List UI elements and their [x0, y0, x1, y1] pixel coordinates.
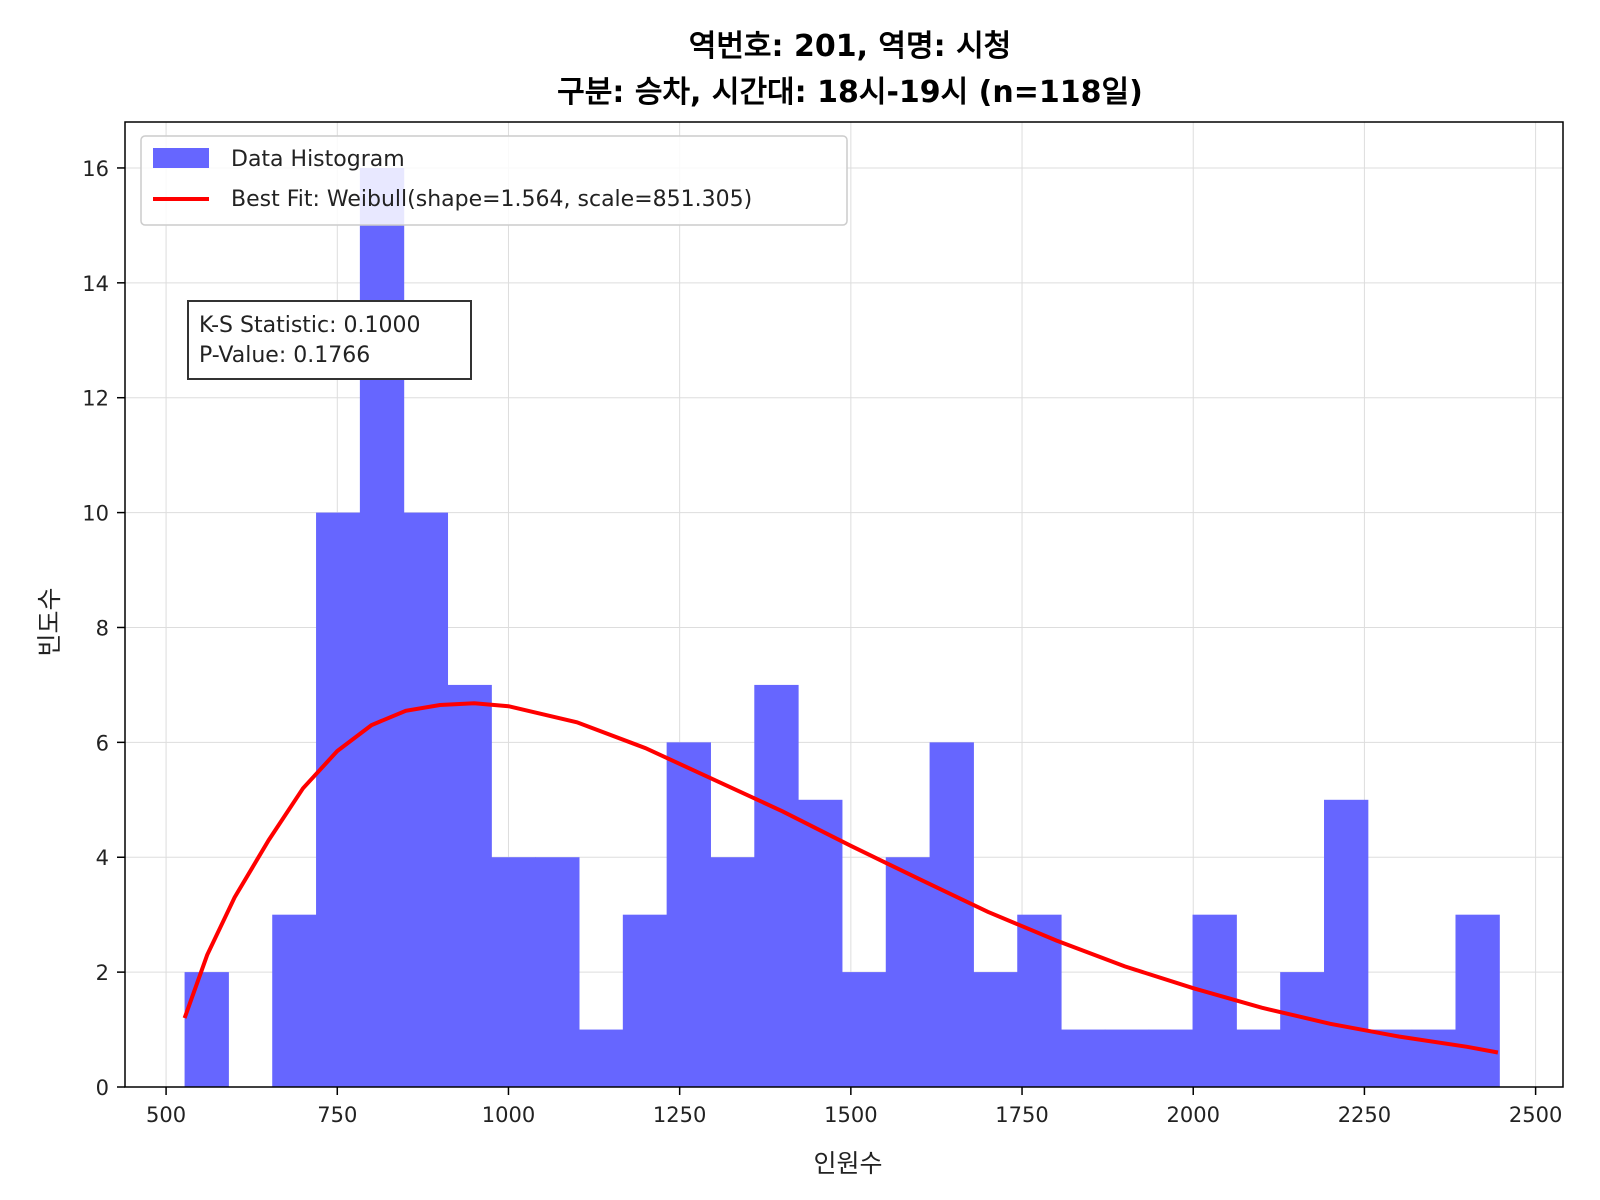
- x-tick-label: 1750: [995, 1103, 1048, 1127]
- x-tick-label: 1000: [482, 1103, 535, 1127]
- histogram-bar: [710, 857, 755, 1087]
- histogram-bar: [403, 512, 449, 1087]
- histogram-bar: [447, 684, 492, 1087]
- histogram-bar: [754, 684, 799, 1087]
- histogram-bar: [1104, 1029, 1150, 1087]
- y-tick-label: 0: [96, 1076, 109, 1100]
- chart-title-line1: 역번호: 201, 역명: 시청: [689, 29, 1012, 64]
- histogram-bar: [184, 972, 229, 1087]
- histogram-bar: [272, 914, 317, 1087]
- histogram-bar: [1017, 914, 1062, 1087]
- histogram-bar: [841, 972, 887, 1087]
- histogram-bar: [1280, 972, 1325, 1087]
- histogram-bar: [798, 799, 843, 1087]
- x-tick-label: 750: [317, 1103, 357, 1127]
- y-tick-label: 4: [96, 846, 109, 870]
- histogram-bar: [622, 914, 668, 1087]
- histogram-bar: [535, 857, 580, 1087]
- x-axis-label: 인원수: [813, 1149, 882, 1178]
- x-tick-label: 2250: [1338, 1103, 1391, 1127]
- ks-statistic-text: K-S Statistic: 0.1000: [199, 313, 421, 338]
- y-tick-label: 8: [96, 616, 109, 640]
- y-tick-label: 2: [96, 961, 109, 985]
- histogram-bar: [316, 512, 361, 1087]
- plot-area-frame: [124, 121, 1564, 1088]
- y-tick-label: 10: [82, 502, 109, 526]
- histogram-bar: [929, 742, 974, 1087]
- x-tick-label: 1500: [824, 1103, 877, 1127]
- legend-fit-label: Best Fit: Weibull(shape=1.564, scale=851…: [231, 187, 752, 212]
- y-tick-label: 12: [82, 387, 109, 411]
- x-tick-label: 2500: [1509, 1103, 1562, 1127]
- histogram-bar: [491, 857, 536, 1087]
- histogram-bar: [1192, 914, 1237, 1087]
- ks-annotation: K-S Statistic: 0.1000 P-Value: 0.1766: [187, 300, 472, 380]
- histogram-bar: [1455, 914, 1500, 1087]
- ks-annotation-box: [187, 300, 472, 380]
- histogram-bar: [1148, 1029, 1194, 1087]
- histogram-bars: [184, 167, 1500, 1087]
- y-tick-label: 6: [96, 731, 109, 755]
- histogram-bar: [1324, 799, 1369, 1087]
- p-value-text: P-Value: 0.1766: [199, 343, 370, 368]
- histogram-bar: [578, 1029, 624, 1087]
- legend: Data Histogram Best Fit: Weibull(shape=1…: [140, 135, 848, 226]
- chart-title-line2: 구분: 승차, 시간대: 18시-19시 (n=118일): [557, 75, 1143, 110]
- y-axis: 0 2 4 6 8 10 12 14 16: [82, 157, 125, 1100]
- x-tick-label: 1250: [653, 1103, 706, 1127]
- weibull-fit-line: [182, 701, 1499, 1055]
- histogram-bar: [666, 742, 711, 1087]
- legend-histogram-label: Data Histogram: [231, 147, 405, 172]
- histogram-bar: [1236, 1029, 1281, 1087]
- x-tick-label: 500: [146, 1103, 186, 1127]
- histogram-bar: [973, 972, 1018, 1087]
- histogram-bar: [885, 857, 931, 1087]
- x-tick-label: 2000: [1167, 1103, 1220, 1127]
- histogram-bar: [1061, 1029, 1106, 1087]
- x-axis: 500 750 1000 1250 1500 1750 2000 2250 2500: [146, 1087, 1562, 1127]
- y-axis-label: 빈도수: [35, 587, 64, 656]
- y-tick-label: 14: [82, 272, 109, 296]
- y-tick-label: 16: [82, 157, 109, 181]
- legend-box: [140, 135, 848, 226]
- legend-histogram-swatch: [153, 148, 209, 168]
